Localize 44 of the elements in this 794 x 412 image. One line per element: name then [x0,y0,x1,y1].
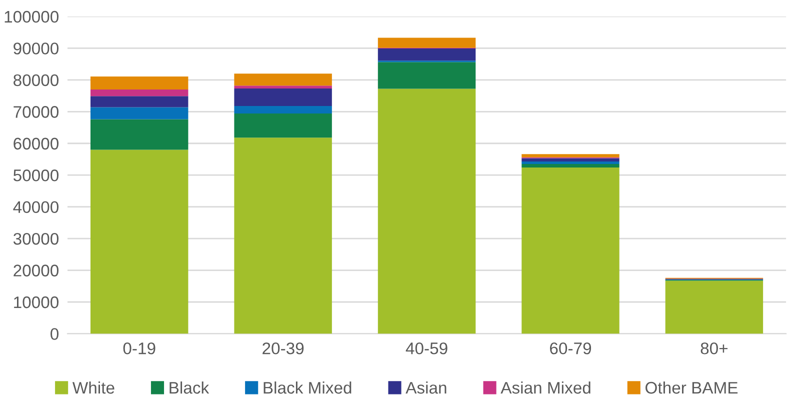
bar [522,164,620,168]
bar [234,74,332,86]
x-tick-label: 20-39 [262,342,304,354]
bar [90,119,188,150]
bar [90,96,188,108]
y-tick-label: 20000 [14,264,59,276]
bar [234,114,332,138]
bar [90,150,188,334]
x-tick-label: 40-59 [406,342,448,354]
legend-label: Black [170,381,210,394]
y-tick-label: 30000 [13,232,59,245]
bar [378,38,476,48]
y-tick-label: 40000 [13,201,59,214]
legend-label: Asian Mixed [500,381,590,394]
y-tick-label: 70000 [14,106,59,118]
bar [234,106,332,114]
x-tick-label: 60-79 [550,342,592,354]
bar [90,76,188,90]
y-tick-label: 10000 [14,296,59,308]
bar [234,138,332,334]
bar [522,161,620,164]
legend-label: White [72,381,114,394]
legend-label: Other BAME [646,381,738,394]
y-tick-label: 90000 [14,42,59,54]
y-tick-label: 80000 [14,74,59,86]
y-tick-label: 0 [50,328,59,340]
y-tick-label: 50000 [13,170,59,182]
y-tick-label: 60000 [14,138,59,150]
x-tick-label: 80+ [700,342,728,354]
bar [522,158,620,162]
y-tick-label: 100000 [4,10,59,23]
x-tick-label: 0-19 [123,342,156,354]
bar [378,48,476,61]
bar [234,88,332,106]
bar [665,280,764,334]
bar [522,154,620,158]
bar [378,88,476,334]
bar [90,107,188,120]
legend-label: Asian [406,381,446,394]
bar [234,86,332,88]
bar [90,89,188,96]
legend-label: Black Mixed [264,381,352,394]
bar [378,62,476,89]
bar [522,167,620,334]
